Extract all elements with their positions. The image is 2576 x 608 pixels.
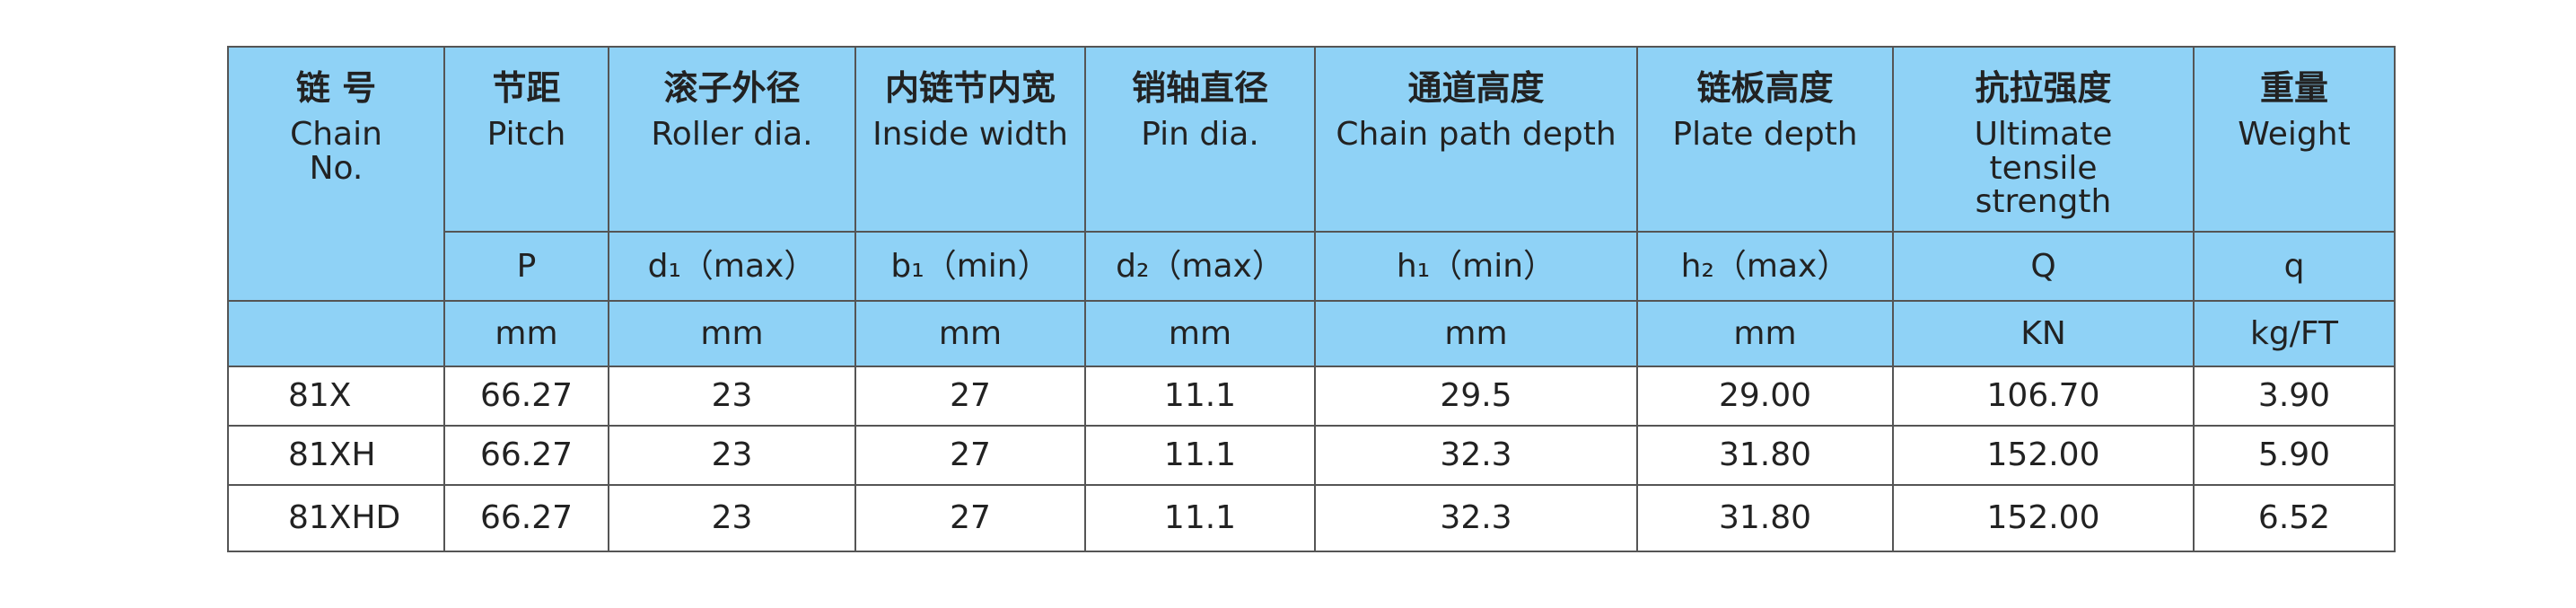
header-cell: 抗拉强度 Ultimate tensile strength bbox=[1892, 46, 2195, 233]
header-en: Plate depth bbox=[1672, 115, 1858, 153]
data-cell: 152.00 bbox=[1892, 484, 2195, 552]
data-cell: 152.00 bbox=[1892, 425, 2195, 486]
data-cell: 81XH bbox=[227, 425, 445, 486]
unit-cell: mm bbox=[1084, 300, 1316, 367]
header-cell: 链 号 Chain No. bbox=[227, 46, 445, 302]
data-cell: 29.00 bbox=[1636, 366, 1894, 427]
header-row: 链 号 Chain No. 节距 Pitch 滚子外径 Roller dia. 内链节内宽 I… bbox=[227, 46, 2396, 302]
data-cell: 66.27 bbox=[443, 425, 609, 486]
data-cell: 5.90 bbox=[2193, 425, 2396, 486]
header-zh: 滚子外径 bbox=[663, 68, 801, 108]
header-cell: 滚子外径 Roller dia. bbox=[608, 46, 856, 233]
data-cell: 81X bbox=[227, 366, 445, 427]
data-cell: 3.90 bbox=[2193, 366, 2396, 427]
data-cell: 11.1 bbox=[1084, 425, 1316, 486]
data-cell: 11.1 bbox=[1084, 366, 1316, 427]
header-cell: 节距 Pitch bbox=[443, 46, 609, 233]
unit-cell: mm bbox=[1314, 300, 1638, 367]
unit-cell: mm bbox=[1636, 300, 1894, 367]
data-row: 81XH 66.27 23 27 11.1 32.3 31.80 152.00 5.90 bbox=[227, 425, 2396, 486]
data-cell: 66.27 bbox=[443, 484, 609, 552]
header-cell: 内链节内宽 Inside width bbox=[854, 46, 1086, 233]
data-cell: 27 bbox=[854, 366, 1086, 427]
unit-cell: mm bbox=[443, 300, 609, 367]
empty-cell bbox=[227, 300, 445, 367]
header-en: Ultimate tensile strength bbox=[1974, 115, 2113, 221]
symbol-cell: b₁（min） bbox=[854, 231, 1086, 302]
data-cell: 106.70 bbox=[1892, 366, 2195, 427]
header-zh: 链 号 bbox=[295, 68, 377, 108]
symbol-cell: Q bbox=[1892, 231, 2195, 302]
header-en: Pin dia. bbox=[1141, 115, 1259, 153]
header-en: Roller dia. bbox=[651, 115, 813, 153]
table-body: 链 号 Chain No. 节距 Pitch 滚子外径 Roller dia. 内链节内宽 I… bbox=[227, 46, 2396, 552]
header-zh: 重量 bbox=[2259, 68, 2328, 108]
data-cell: 23 bbox=[608, 425, 856, 486]
unit-cell: KN bbox=[1892, 300, 2195, 367]
data-cell: 27 bbox=[854, 425, 1086, 486]
data-cell: 31.80 bbox=[1636, 425, 1894, 486]
header-en: Weight bbox=[2238, 115, 2351, 153]
unit-cell: mm bbox=[608, 300, 856, 367]
symbol-cell: h₂（max） bbox=[1636, 231, 1894, 302]
data-cell: 29.5 bbox=[1314, 366, 1638, 427]
header-cell: 重量 Weight bbox=[2193, 46, 2396, 233]
symbol-cell: q bbox=[2193, 231, 2396, 302]
header-en: Chain No. bbox=[290, 115, 382, 187]
symbol-cell: d₁（max） bbox=[608, 231, 856, 302]
header-en: Inside width bbox=[872, 115, 1068, 153]
data-cell: 23 bbox=[608, 366, 856, 427]
header-cell: 销轴直径 Pin dia. bbox=[1084, 46, 1316, 233]
unit-cell: mm bbox=[854, 300, 1086, 367]
header-cell: 通道高度 Chain path depth bbox=[1314, 46, 1638, 233]
data-cell: 23 bbox=[608, 484, 856, 552]
header-zh: 链板高度 bbox=[1696, 68, 1834, 108]
spec-table: 链 号 Chain No. 节距 Pitch 滚子外径 Roller dia. 内链节内宽 I… bbox=[227, 46, 2396, 552]
data-cell: 32.3 bbox=[1314, 425, 1638, 486]
header-zh: 抗拉强度 bbox=[1975, 68, 2112, 108]
header-zh: 销轴直径 bbox=[1131, 68, 1268, 108]
data-cell: 6.52 bbox=[2193, 484, 2396, 552]
data-row: 81XHD 66.27 23 27 11.1 32.3 31.80 152.00 6.52 bbox=[227, 484, 2396, 552]
symbol-cell: h₁（min） bbox=[1314, 231, 1638, 302]
symbol-cell: P bbox=[443, 231, 609, 302]
data-cell: 31.80 bbox=[1636, 484, 1894, 552]
header-cell: 链板高度 Plate depth bbox=[1636, 46, 1894, 233]
header-zh: 内链节内宽 bbox=[884, 68, 1056, 108]
header-en: Pitch bbox=[486, 115, 566, 153]
data-cell: 32.3 bbox=[1314, 484, 1638, 552]
data-row: 81X 66.27 23 27 11.1 29.5 29.00 106.70 3.90 bbox=[227, 366, 2396, 427]
symbol-cell: d₂（max） bbox=[1084, 231, 1316, 302]
data-cell: 66.27 bbox=[443, 366, 609, 427]
data-cell: 11.1 bbox=[1084, 484, 1316, 552]
header-en: Chain path depth bbox=[1336, 115, 1617, 153]
header-zh: 通道高度 bbox=[1407, 68, 1545, 108]
header-zh: 节距 bbox=[492, 68, 561, 108]
data-cell: 27 bbox=[854, 484, 1086, 552]
unit-row: mm mm mm mm mm mm KN kg/FT bbox=[227, 300, 2396, 367]
data-cell: 81XHD bbox=[227, 484, 445, 552]
unit-cell: kg/FT bbox=[2193, 300, 2396, 367]
